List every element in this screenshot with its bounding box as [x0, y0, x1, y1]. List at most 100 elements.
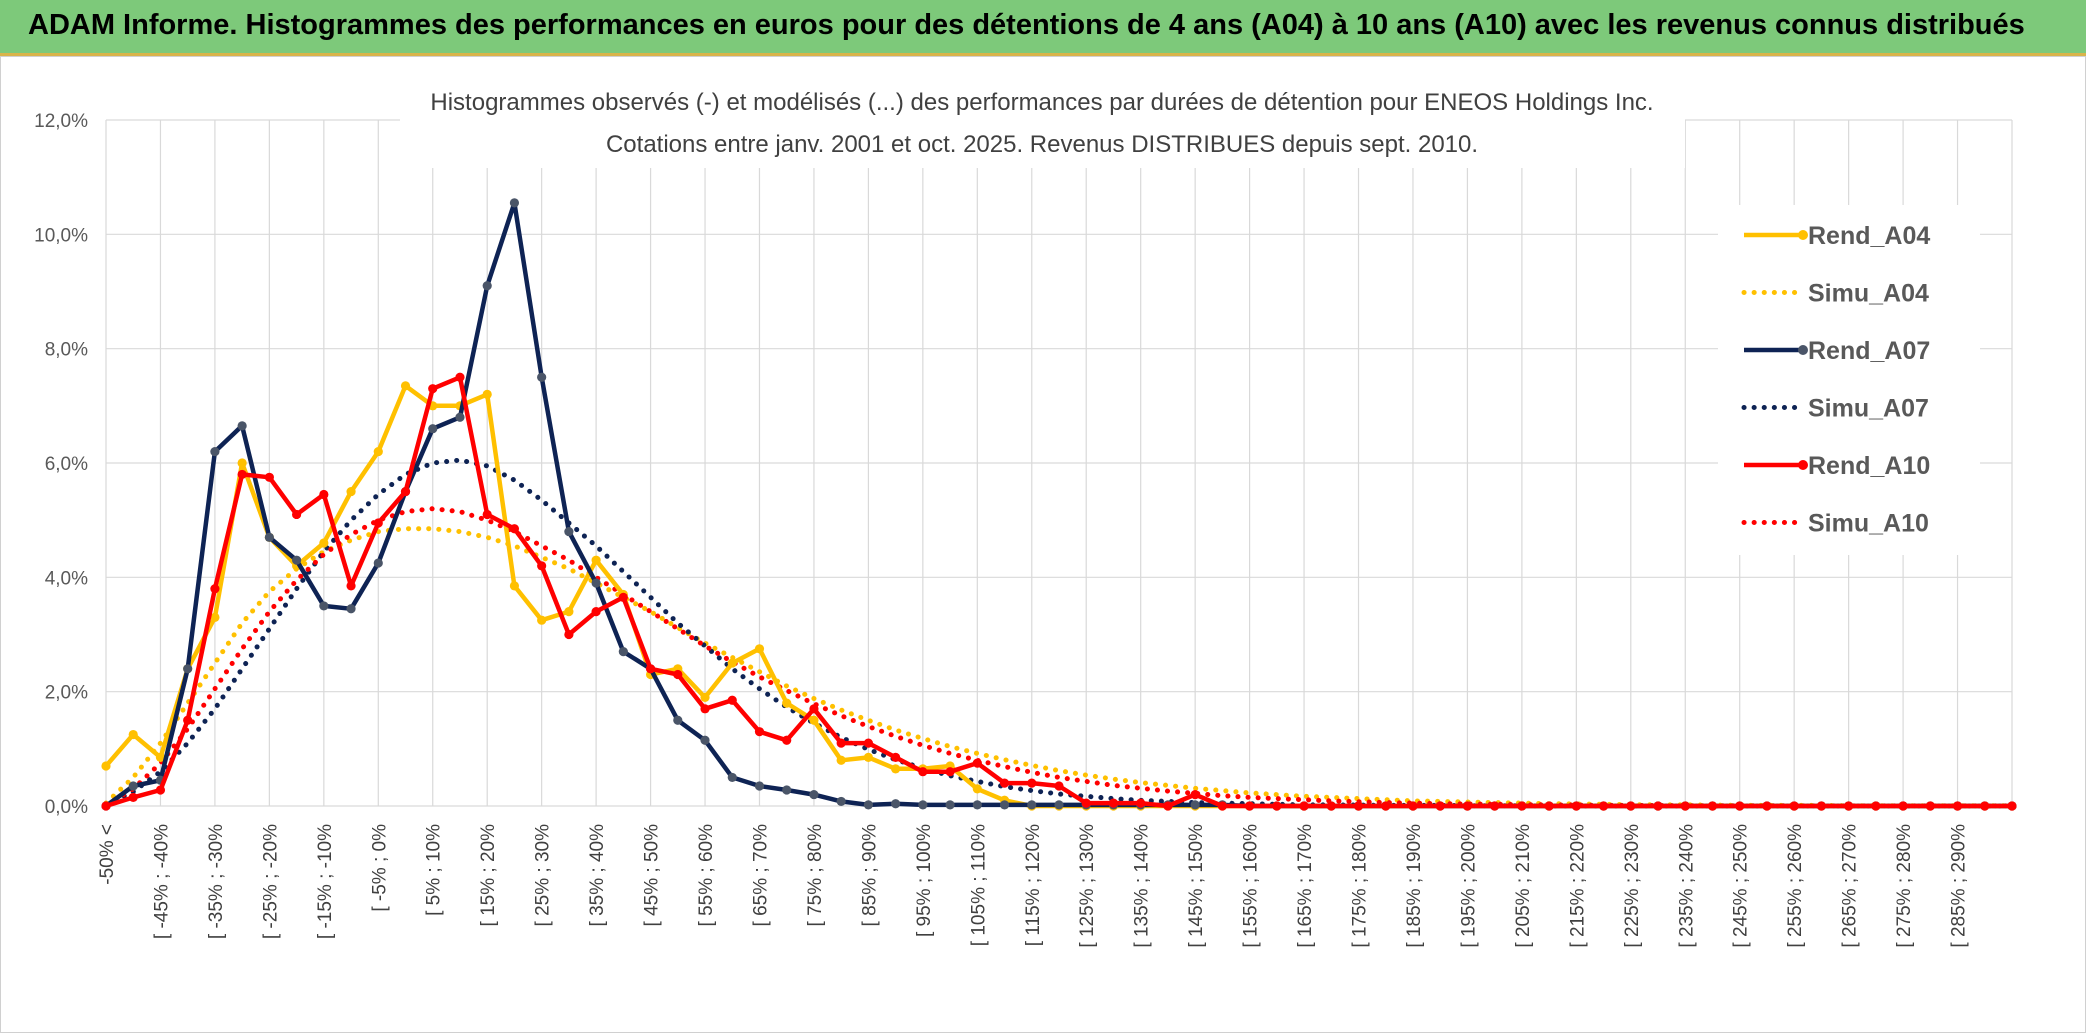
- data-point: [999, 800, 1010, 810]
- data-point: [809, 789, 819, 800]
- data-point: [673, 669, 683, 680]
- data-point: [1054, 800, 1064, 810]
- data-point: [645, 664, 656, 674]
- data-point: [972, 784, 982, 794]
- y-axis-ticks: 0,0% 2,0% 4,0% 6,0% 8,0% 10,0% 12,0%: [34, 111, 88, 818]
- x-tick-label: [ 115% ; 120%: [1023, 824, 1044, 946]
- data-point: [836, 738, 846, 748]
- legend: Rend_A04 Simu_A04 Rend_A07 Simu_A07 Rend_A10…: [1741, 222, 1930, 538]
- data-point: [346, 604, 356, 614]
- data-point: [700, 692, 710, 702]
- data-point: [210, 446, 220, 457]
- data-point: [319, 601, 329, 611]
- x-tick-label: [ 195% ; 200%: [1458, 824, 1479, 948]
- legend-item-simu-a04: Simu_A04: [1741, 280, 1929, 308]
- series-rend-a10: [101, 372, 2017, 811]
- data-point: [945, 767, 955, 777]
- data-point: [237, 469, 247, 480]
- x-tick-label: [ 265% ; 270%: [1840, 824, 1861, 948]
- data-point: [673, 715, 683, 725]
- data-point: [264, 532, 274, 542]
- x-tick-label: [ 255% ; 260%: [1785, 824, 1806, 948]
- series-simu-a04: [103, 526, 2015, 809]
- data-point: [945, 800, 955, 810]
- data-point: [1326, 801, 1336, 811]
- x-tick-label: [ 105% ; 110%: [968, 824, 989, 946]
- legend-label: Rend_A04: [1808, 222, 1930, 250]
- data-point: [618, 647, 628, 657]
- x-tick-label: [ 75% ; 80%: [805, 824, 826, 927]
- x-tick-label: [ 55% ; 60%: [696, 824, 717, 927]
- report-banner: ADAM Informe. Histogrammes des performan…: [0, 0, 2086, 56]
- data-point: [1816, 801, 1826, 811]
- data-point: [373, 446, 383, 457]
- data-point: [537, 372, 547, 382]
- x-tick-label: [ 125% ; 130%: [1077, 824, 1098, 948]
- x-tick-label: [ -5% ; 0%: [369, 824, 390, 912]
- data-point: [727, 695, 737, 705]
- data-point: [509, 581, 520, 591]
- y-tick-label: 2,0%: [45, 683, 88, 704]
- legend-marker: [1798, 345, 1808, 355]
- data-point: [101, 761, 111, 771]
- x-tick-label: [ 245% ; 250%: [1731, 824, 1752, 948]
- x-tick-label: [ 15% ; 20%: [478, 824, 499, 927]
- data-point: [1381, 801, 1391, 811]
- data-point: [836, 796, 846, 807]
- data-point: [482, 389, 492, 399]
- data-point: [319, 538, 329, 548]
- data-point: [1707, 801, 1718, 811]
- data-point: [1789, 801, 1799, 811]
- chart-subtitle: Cotations entre janv. 2001 et oct. 2025.…: [606, 131, 1478, 158]
- data-point: [809, 715, 819, 725]
- x-tick-label: [ -15% ; -10%: [315, 824, 336, 939]
- data-point: [1190, 800, 1200, 810]
- data-point: [1299, 801, 1309, 811]
- data-point: [155, 752, 166, 763]
- data-point: [183, 664, 193, 674]
- data-point: [591, 555, 601, 565]
- legend-marker: [1798, 460, 1808, 470]
- data-point: [591, 607, 601, 617]
- x-tick-label: [ 135% ; 140%: [1132, 824, 1153, 948]
- data-point: [754, 781, 765, 791]
- data-point: [618, 592, 628, 602]
- legend-item-simu-a10: Simu_A10: [1741, 510, 1929, 538]
- legend-label: Rend_A10: [1808, 452, 1930, 480]
- data-point: [891, 799, 901, 809]
- data-point: [1544, 801, 1554, 811]
- x-tick-label: [ 25% ; 30%: [533, 824, 554, 927]
- x-tick-label: [ 185% ; 190%: [1404, 824, 1425, 948]
- data-point: [782, 698, 792, 708]
- data-point: [782, 785, 792, 795]
- data-point: [1517, 801, 1527, 811]
- data-point: [972, 800, 982, 810]
- legend-background: [1718, 205, 1980, 555]
- y-tick-label: 0,0%: [45, 797, 88, 818]
- data-point: [727, 772, 737, 783]
- data-point: [1353, 801, 1364, 811]
- data-point: [264, 472, 274, 482]
- data-point: [1027, 778, 1037, 788]
- data-point: [210, 584, 220, 594]
- x-tick-label: [ 35% ; 40%: [587, 824, 608, 927]
- y-tick-label: 6,0%: [45, 454, 88, 475]
- x-tick-label: [ 45% ; 50%: [642, 824, 663, 927]
- y-tick-label: 10,0%: [34, 225, 88, 246]
- data-point: [891, 752, 901, 763]
- data-point: [1245, 801, 1255, 811]
- data-point: [482, 509, 492, 520]
- x-tick-label: [ 95% ; 100%: [914, 824, 935, 937]
- legend-item-rend-a10: Rend_A10: [1744, 452, 1930, 480]
- data-point: [155, 785, 166, 795]
- data-point: [319, 489, 329, 500]
- data-point: [1462, 801, 1473, 811]
- x-tick-label: [ 65% ; 70%: [750, 824, 771, 927]
- data-point: [537, 561, 547, 571]
- data-point: [537, 615, 547, 625]
- data-point: [1217, 801, 1227, 811]
- data-point: [1136, 798, 1146, 808]
- x-tick-label: [ 235% ; 240%: [1676, 824, 1697, 948]
- legend-marker: [1798, 230, 1808, 240]
- x-tick-label: [ 165% ; 170%: [1295, 824, 1316, 948]
